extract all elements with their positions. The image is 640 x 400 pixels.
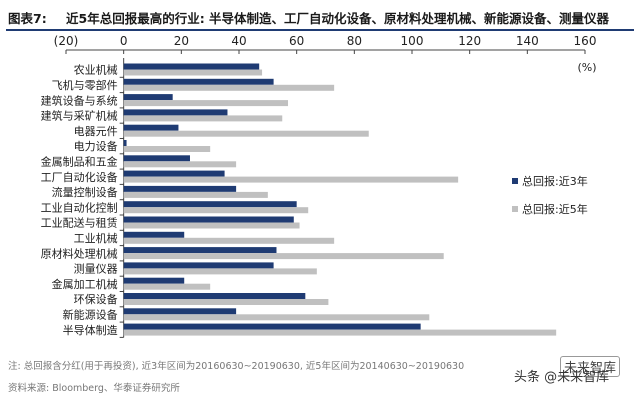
bar-3yr: [123, 94, 173, 101]
category-label: 建筑设备与系统: [41, 93, 118, 107]
legend-label-3yr: 总回报:近3年: [522, 174, 588, 188]
bar-3yr: [123, 155, 190, 162]
bar-5yr: [123, 130, 369, 137]
bar-3yr: [123, 231, 185, 238]
x-tick-label: 100: [401, 34, 424, 48]
bar-5yr: [123, 299, 329, 305]
bar-5yr: [123, 161, 237, 168]
x-tick-label: 160: [574, 34, 597, 48]
x-tick-label: 40: [231, 34, 246, 48]
bar-5yr: [123, 207, 309, 214]
watermark-logo: 未来智库: [560, 356, 621, 377]
category-label: 半导体制造: [63, 323, 118, 337]
bar-3yr: [123, 170, 225, 177]
footnote: 注: 总回报含分红(用于再投资), 近3年区间为20160630~2019063…: [8, 361, 465, 372]
bar-5yr: [123, 237, 335, 244]
bar-5yr: [123, 146, 211, 152]
x-tick-label: 120: [458, 34, 481, 48]
x-tick-label: 140: [516, 34, 539, 48]
category-label: 原材料处理机械: [41, 246, 118, 260]
header-rule: [6, 29, 634, 31]
bar-5yr: [123, 84, 335, 91]
bar-3yr: [123, 277, 185, 284]
bar-5yr: [123, 222, 300, 229]
category-label: 环保设备: [74, 292, 118, 306]
category-label: 建筑与采矿机械: [41, 109, 118, 123]
legend-swatch-3yr: [512, 178, 518, 184]
bar-5yr: [123, 329, 557, 336]
bar-5yr: [123, 69, 263, 76]
category-label: 测量仪器: [74, 263, 118, 276]
category-label: 电力设备: [74, 139, 118, 153]
bar-3yr: [123, 216, 294, 223]
bar-5yr: [123, 253, 444, 260]
bar-5yr: [123, 268, 317, 275]
category-label: 新能源设备: [63, 307, 118, 321]
figure-label: 图表7:: [8, 11, 47, 26]
bar-3yr: [123, 308, 237, 315]
x-tick-label: 80: [347, 34, 362, 48]
bar-3yr: [123, 140, 127, 146]
category-label: 金属制品和五金: [41, 154, 118, 168]
category-label: 农业机械: [74, 63, 118, 77]
watermark-text: 头条 @未来智库: [514, 370, 610, 385]
category-label: 工业机械: [74, 231, 118, 245]
bar-3yr: [123, 262, 274, 269]
bar-5yr: [123, 283, 211, 290]
bar-3yr: [123, 185, 237, 192]
category-label: 电器元件: [74, 125, 118, 138]
bar-5yr: [123, 176, 459, 183]
x-tick-label: 20: [174, 34, 189, 48]
category-label: 工厂自动化设备: [41, 170, 118, 184]
x-unit-label: (%): [577, 61, 596, 74]
bar-3yr: [123, 63, 260, 70]
category-label: 金属加工机械: [52, 277, 118, 291]
legend-label-5yr: 总回报:近5年: [522, 202, 588, 216]
x-tick-label: (20): [54, 34, 79, 48]
bar-3yr: [123, 323, 421, 330]
category-label: 飞机与零部件: [52, 78, 118, 92]
source-note: 资料来源: Bloomberg、华泰证券研究所: [8, 383, 180, 394]
bar-chart: (20) 0 20 40 60 80 100 120 140 160(%)农业机械飞机与零部件建筑…: [41, 34, 597, 338]
bar-3yr: [123, 247, 277, 254]
chart-header: 图表7: 近5年总回报最高的行业: 半导体制造、工厂自动化设备、原材料处理机械、…: [0, 0, 640, 31]
legend-swatch-5yr: [512, 206, 518, 212]
bar-3yr: [123, 109, 228, 116]
bar-5yr: [123, 115, 283, 122]
x-tick-label: 60: [289, 34, 304, 48]
bar-5yr: [123, 100, 289, 107]
bar-3yr: [123, 201, 297, 208]
category-label: 工业配送与租赁: [41, 216, 118, 230]
category-label: 流量控制设备: [52, 185, 118, 199]
bar-5yr: [123, 314, 430, 321]
figure-title: 近5年总回报最高的行业: 半导体制造、工厂自动化设备、原材料处理机械、新能源设备…: [66, 11, 610, 26]
x-tick-label: 0: [120, 34, 128, 48]
bar-5yr: [123, 191, 268, 198]
bar-3yr: [123, 124, 179, 131]
bar-3yr: [123, 293, 306, 299]
category-label: 工业自动化控制: [41, 200, 118, 214]
bar-3yr: [123, 78, 274, 85]
